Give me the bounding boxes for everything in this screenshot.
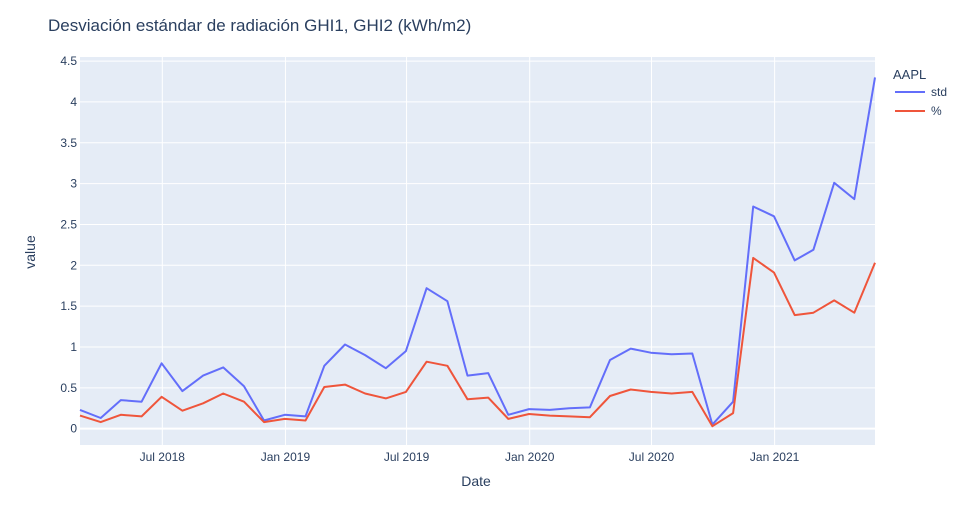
x-tick-label: Jul 2018 — [140, 450, 186, 464]
y-tick-label: 3.5 — [60, 136, 77, 150]
gridlines — [80, 57, 875, 445]
series-line-std[interactable] — [79, 77, 876, 426]
series-lines[interactable] — [79, 77, 876, 428]
x-tick-label: Jan 2021 — [750, 450, 800, 464]
y-axis-title: value — [22, 235, 38, 269]
legend[interactable]: AAPL std% — [893, 67, 947, 118]
series-line-percent[interactable] — [79, 256, 876, 428]
y-tick-label: 4 — [70, 95, 77, 109]
x-tick-label: Jan 2020 — [505, 450, 555, 464]
y-tick-label: 2.5 — [60, 217, 77, 231]
x-tick-label: Jul 2020 — [629, 450, 675, 464]
legend-label[interactable]: % — [931, 104, 942, 118]
plot-area — [80, 57, 875, 445]
chart-title: Desviación estándar de radiación GHI1, G… — [48, 16, 471, 35]
x-tick-label: Jan 2019 — [261, 450, 311, 464]
y-tick-label: 4.5 — [60, 54, 77, 68]
y-tick-label: 2 — [70, 258, 77, 272]
legend-title: AAPL — [893, 67, 926, 82]
x-axis-title: Date — [461, 473, 491, 489]
y-tick-label: 1.5 — [60, 299, 77, 313]
x-tick-labels: Jul 2018 Jan 2019 Jul 2019 Jan 2020 Jul 2020… — [140, 450, 800, 464]
y-tick-label: 3 — [70, 177, 77, 191]
x-tick-label: Jul 2019 — [384, 450, 430, 464]
y-tick-label: 0 — [70, 422, 77, 436]
y-tick-label: 0.5 — [60, 381, 77, 395]
y-tick-label: 1 — [70, 340, 77, 354]
legend-label[interactable]: std — [931, 85, 947, 99]
y-tick-labels: 0 0.5 1 1.5 2 2.5 3 3.5 4 4.5 — [60, 54, 77, 436]
